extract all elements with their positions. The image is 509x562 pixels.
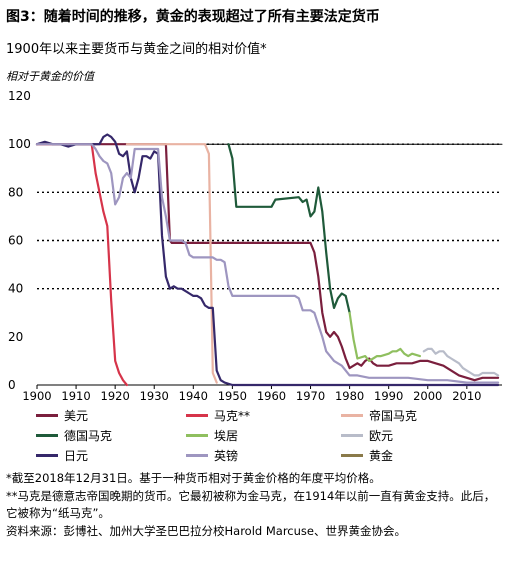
legend-label-4: 埃居 xyxy=(214,429,239,443)
legend-swatch-8 xyxy=(341,454,363,457)
legend-item-1: 马克** xyxy=(186,407,250,424)
note-mark: **马克是德意志帝国晚期的货币。它最初被称为金马克，在1914年以前一直有黄金支… xyxy=(6,488,496,521)
legend-label-5: 欧元 xyxy=(369,429,394,443)
figure-title: 图3：随着时间的推移，黄金的表现超过了所有主要法定货币 xyxy=(6,9,380,25)
series-line-4 xyxy=(348,311,421,362)
series-line-2 xyxy=(125,143,218,384)
legend-swatch-0 xyxy=(36,414,58,417)
x-tick-label-1920: 1920 xyxy=(101,389,130,400)
legend-swatch-2 xyxy=(341,414,363,417)
x-tick-label-1950: 1950 xyxy=(218,389,247,400)
legend-label-0: 美元 xyxy=(64,409,89,423)
x-tick-label-1900: 1900 xyxy=(22,389,51,400)
y-tick-label-20: 20 xyxy=(8,330,23,344)
legend-swatch-6 xyxy=(36,454,58,457)
y-tick-label-40: 40 xyxy=(8,282,23,296)
legend-swatch-7 xyxy=(186,454,208,457)
chart-series xyxy=(35,133,503,387)
x-tick-label-1980: 1980 xyxy=(335,389,364,400)
figure-notes: *截至2018年12月31日。基于一种货币相对于黄金价格的年度平均价格。 **马… xyxy=(6,470,501,540)
x-tick-label-1930: 1930 xyxy=(140,389,169,400)
legend-label-6: 日元 xyxy=(64,449,89,463)
x-tick-label-2000: 2000 xyxy=(413,389,442,400)
legend-item-4: 埃居 xyxy=(186,427,238,444)
y-tick-label-100: 100 xyxy=(8,137,31,151)
legend-label-3: 德国马克 xyxy=(64,429,113,443)
legend-swatch-4 xyxy=(186,434,208,437)
legend-item-0: 美元 xyxy=(36,407,88,424)
series-line-1 xyxy=(35,143,128,387)
note-source: 资料来源：彭博社、加州大学圣巴巴拉分校Harold Marcuse、世界黄金协会… xyxy=(6,523,406,538)
y-tick-label-120: 120 xyxy=(8,89,31,103)
series-line-6 xyxy=(35,133,500,387)
chart-gridlines xyxy=(37,143,502,290)
legend-item-7: 英镑 xyxy=(186,447,238,464)
series-line-7 xyxy=(35,143,500,384)
legend-item-6: 日元 xyxy=(36,447,88,464)
x-tick-label-1990: 1990 xyxy=(374,389,403,400)
legend-label-2: 帝国马克 xyxy=(369,409,418,423)
legend-label-7: 英镑 xyxy=(214,449,239,463)
legend-label-1: 马克** xyxy=(214,409,251,423)
legend-swatch-3 xyxy=(36,434,58,437)
x-tick-label-1910: 1910 xyxy=(61,389,90,400)
note-cutoff: *截至2018年12月31日。基于一种货币相对于黄金价格的年度平均价格。 xyxy=(6,471,381,485)
legend-label-8: 黄金 xyxy=(369,449,394,463)
y-axis-label: 相对于黄金的价值 xyxy=(6,70,94,83)
y-tick-label-80: 80 xyxy=(8,185,23,199)
x-tick-label-1970: 1970 xyxy=(296,389,325,400)
y-tick-label-60: 60 xyxy=(8,234,23,248)
legend-item-2: 帝国马克 xyxy=(341,407,417,424)
x-tick-label-2010: 2010 xyxy=(452,389,481,400)
legend-item-5: 欧元 xyxy=(341,427,393,444)
series-line-3 xyxy=(227,143,351,314)
legend-swatch-1 xyxy=(186,414,208,417)
line-chart: 0 20 40 60 80 100 120 1900 1910 1920 1930 1940 1950 1… xyxy=(8,89,503,400)
x-tick-label-1940: 1940 xyxy=(179,389,208,400)
legend-item-8: 黄金 xyxy=(341,447,393,464)
series-line-0 xyxy=(35,143,500,382)
series-line-5 xyxy=(422,347,500,377)
x-tick-label-1960: 1960 xyxy=(257,389,286,400)
y-tick-label-0: 0 xyxy=(8,378,16,392)
legend-item-3: 德国马克 xyxy=(36,427,112,444)
figure-subtitle: 1900年以来主要货币与黄金之间的相对价值* xyxy=(6,42,267,57)
legend-swatch-5 xyxy=(341,434,363,437)
chart-tick-labels: 0 20 40 60 80 100 120 1900 1910 1920 1930 1940 1950 1… xyxy=(8,89,481,400)
